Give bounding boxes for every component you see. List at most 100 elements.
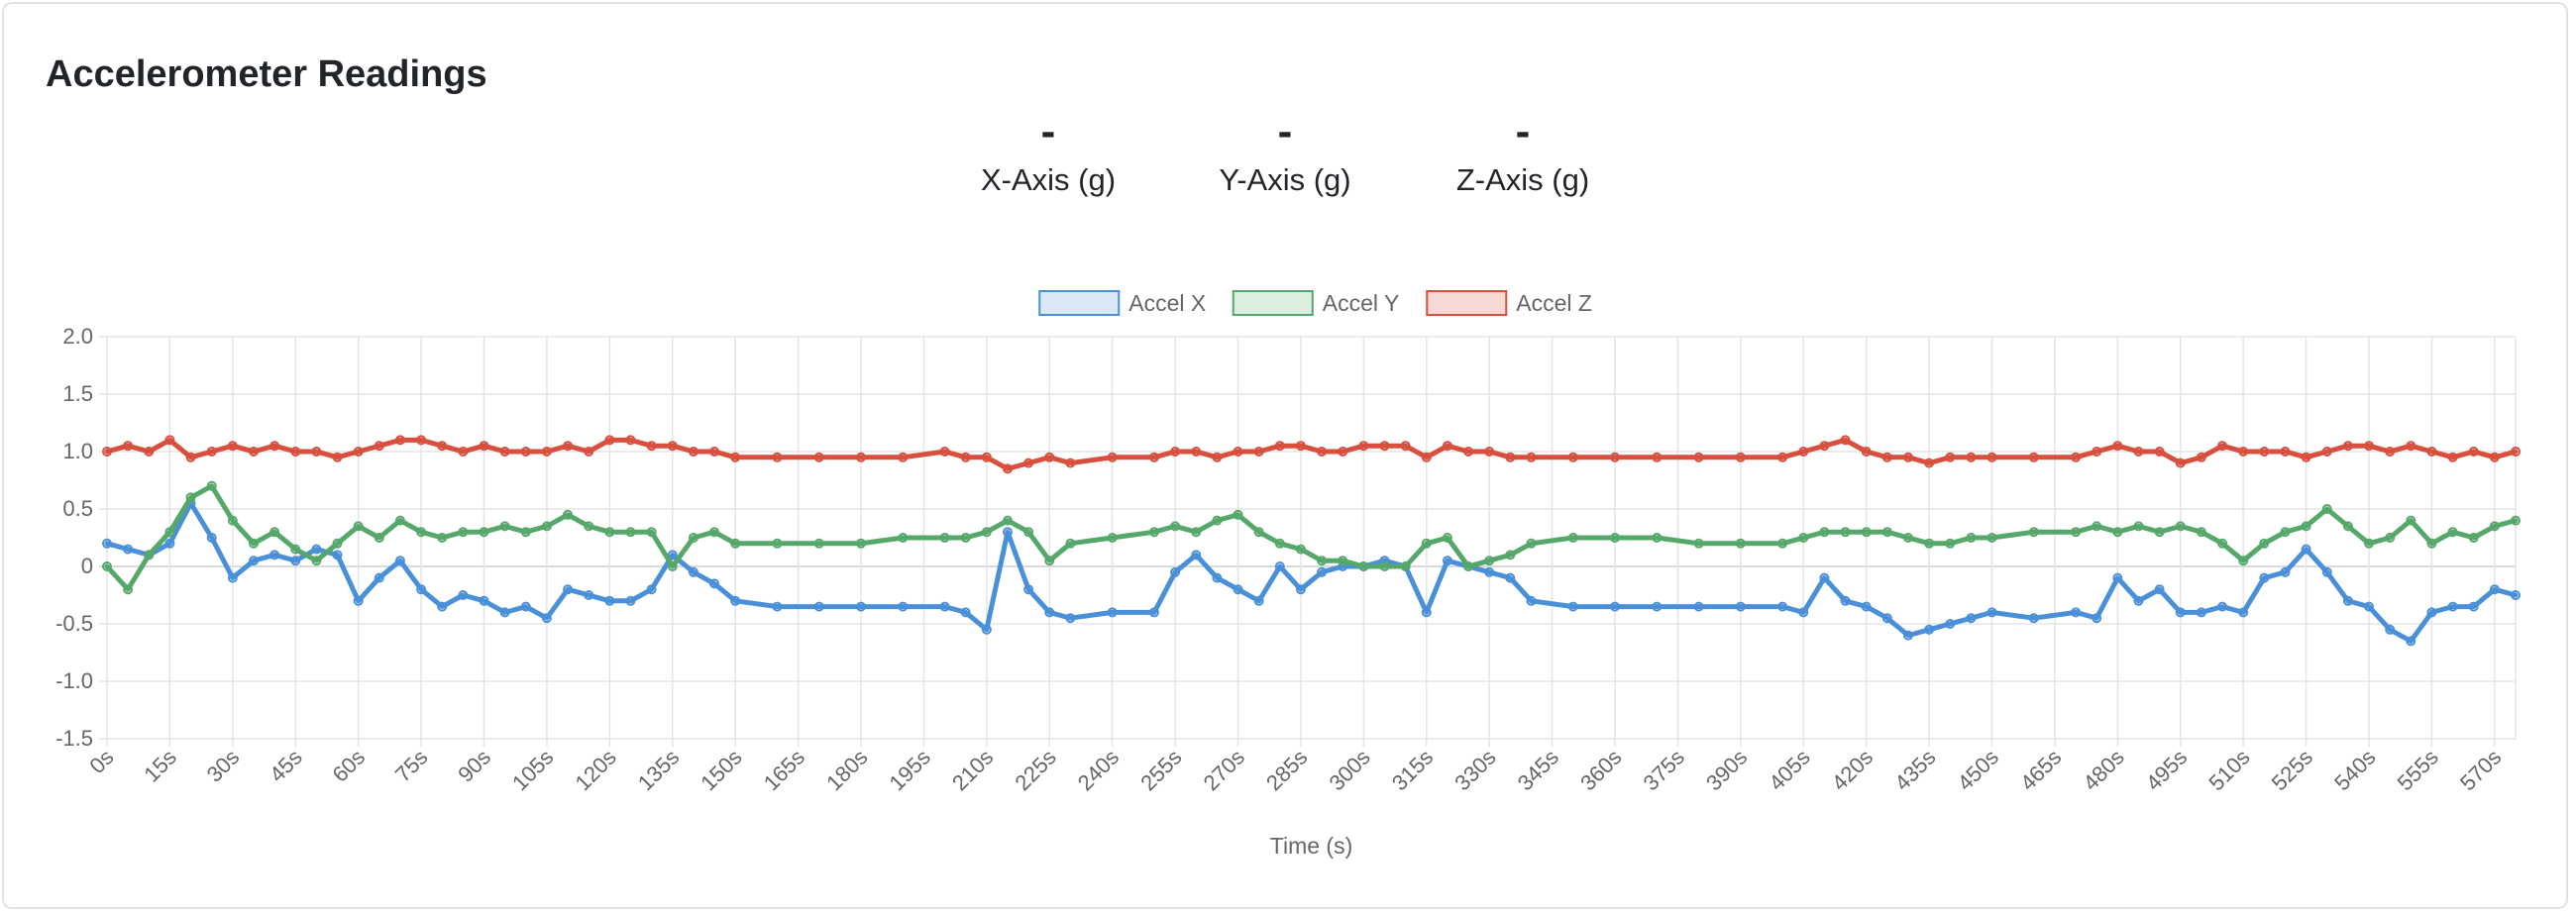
legend-label[interactable]: Accel X bbox=[1128, 290, 1206, 316]
data-point bbox=[1421, 538, 1432, 549]
data-point bbox=[2280, 566, 2291, 577]
data-point bbox=[248, 538, 259, 549]
data-point bbox=[2385, 533, 2396, 543]
data-point bbox=[541, 521, 552, 532]
data-point bbox=[248, 556, 259, 566]
data-point bbox=[458, 447, 469, 457]
data-point bbox=[981, 624, 992, 635]
data-point bbox=[311, 544, 322, 555]
data-point bbox=[1338, 556, 1348, 566]
data-point bbox=[1798, 533, 1809, 543]
legend-label[interactable]: Accel Z bbox=[1516, 290, 1592, 316]
data-point bbox=[499, 607, 510, 618]
data-point bbox=[437, 533, 448, 543]
legend-label[interactable]: Accel Y bbox=[1323, 290, 1400, 316]
data-point bbox=[290, 447, 301, 457]
data-point bbox=[2468, 447, 2479, 457]
data-point bbox=[332, 550, 343, 560]
data-point bbox=[2406, 636, 2416, 647]
data-point bbox=[1484, 447, 1495, 457]
data-point bbox=[227, 441, 238, 452]
data-point bbox=[1735, 538, 1746, 549]
legend-swatch[interactable] bbox=[1426, 290, 1508, 316]
data-point bbox=[248, 447, 259, 457]
reading-y-label: Y-Axis (g) bbox=[1219, 162, 1351, 197]
x-tick-label: 570s bbox=[2455, 745, 2506, 795]
data-point bbox=[2133, 595, 2144, 606]
data-point bbox=[2468, 601, 2479, 612]
y-tick-label: -1.0 bbox=[55, 668, 93, 693]
x-tick-label: 525s bbox=[2267, 745, 2317, 795]
data-point bbox=[1358, 441, 1369, 452]
data-point bbox=[1945, 538, 1956, 549]
data-point bbox=[520, 601, 531, 612]
data-point bbox=[479, 527, 489, 538]
data-point bbox=[688, 533, 698, 543]
data-point bbox=[206, 447, 217, 457]
data-point bbox=[584, 447, 594, 457]
data-point bbox=[1567, 452, 1578, 462]
data-point bbox=[458, 527, 469, 538]
data-point bbox=[311, 556, 322, 566]
x-tick-label: 135s bbox=[633, 745, 684, 795]
y-tick-label: 0 bbox=[81, 554, 93, 578]
accelerometer-chart[interactable]: 2.01.51.00.50-0.5-1.0-1.50s 15s 30s 45s 60s 7… bbox=[4, 4, 2566, 907]
data-point bbox=[625, 435, 636, 446]
data-point bbox=[772, 452, 783, 462]
data-point bbox=[1986, 607, 1997, 618]
data-point bbox=[1463, 447, 1474, 457]
data-point bbox=[1295, 544, 1306, 555]
data-point bbox=[1338, 447, 1348, 457]
data-point bbox=[1442, 533, 1452, 543]
data-point bbox=[1567, 533, 1578, 543]
x-tick-label: 240s bbox=[1073, 745, 1124, 795]
data-point bbox=[1379, 561, 1390, 571]
data-point bbox=[1065, 458, 1076, 468]
data-point bbox=[1902, 533, 1913, 543]
data-point bbox=[1966, 613, 1977, 624]
x-tick-label: 390s bbox=[1701, 745, 1752, 795]
data-point bbox=[144, 550, 155, 560]
data-point bbox=[227, 572, 238, 583]
data-point bbox=[2112, 527, 2123, 538]
data-point bbox=[394, 556, 405, 566]
data-point bbox=[1002, 527, 1013, 538]
data-point bbox=[563, 509, 574, 520]
data-point bbox=[1777, 538, 1788, 549]
reading-x-value: - bbox=[1040, 107, 1056, 155]
data-point bbox=[1191, 447, 1202, 457]
legend-swatch[interactable] bbox=[1232, 290, 1314, 316]
data-point bbox=[1986, 533, 1997, 543]
data-point bbox=[541, 613, 552, 624]
data-point bbox=[898, 533, 909, 543]
data-point bbox=[1044, 556, 1055, 566]
legend-swatch[interactable] bbox=[1038, 290, 1121, 316]
data-point bbox=[2321, 566, 2332, 577]
data-point bbox=[2259, 538, 2270, 549]
data-point bbox=[2133, 521, 2144, 532]
data-point bbox=[2133, 447, 2144, 457]
reading-y: - Y-Axis (g) bbox=[1166, 103, 1404, 200]
data-point bbox=[2511, 515, 2521, 526]
reading-z-value: - bbox=[1515, 107, 1531, 155]
data-point bbox=[604, 435, 615, 446]
data-point bbox=[2406, 515, 2416, 526]
data-point bbox=[311, 447, 322, 457]
data-point bbox=[1652, 601, 1663, 612]
data-point bbox=[2447, 527, 2458, 538]
series-line-accel-z bbox=[104, 437, 2519, 471]
data-point bbox=[1567, 601, 1578, 612]
x-tick-label: 120s bbox=[570, 745, 620, 795]
x-tick-label: 315s bbox=[1387, 745, 1438, 795]
data-point bbox=[458, 590, 469, 600]
data-point bbox=[123, 441, 134, 452]
data-point bbox=[1819, 527, 1830, 538]
x-tick-label: 420s bbox=[1827, 745, 1878, 795]
data-point bbox=[667, 561, 678, 571]
data-point bbox=[1295, 441, 1306, 452]
data-point bbox=[1274, 538, 1285, 549]
data-point bbox=[772, 601, 783, 612]
data-point bbox=[1902, 452, 1913, 462]
data-point bbox=[2489, 521, 2500, 532]
data-point bbox=[709, 447, 720, 457]
